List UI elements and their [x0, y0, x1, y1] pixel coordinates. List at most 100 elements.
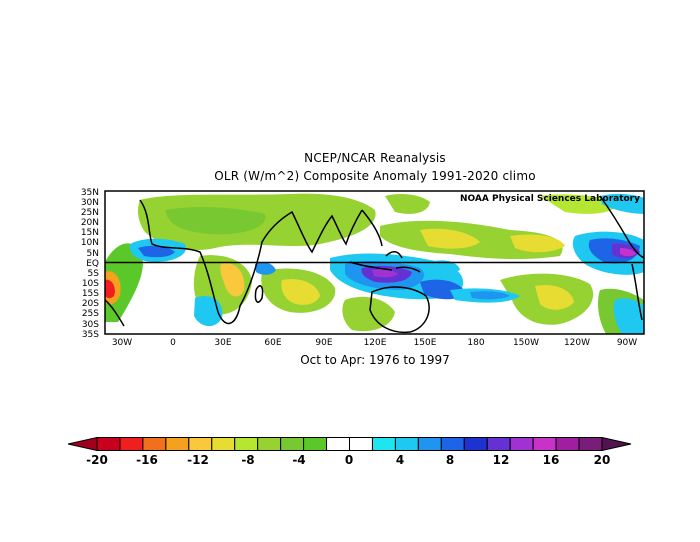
- colorbar-box: [142, 437, 167, 451]
- shade-region: [600, 193, 644, 214]
- colorbar-box: [463, 437, 488, 451]
- colorbar-box: [188, 437, 213, 451]
- colorbar-label: -20: [86, 453, 108, 467]
- credit-label: NOAA Physical Sciences Laboratory: [460, 194, 640, 204]
- lat-tick-label: 35S: [82, 330, 99, 340]
- colorbar-box: [234, 437, 259, 451]
- colorbar-label: 20: [594, 453, 611, 467]
- colorbar-label: 4: [396, 453, 404, 467]
- colorbar-box: [280, 437, 305, 451]
- colorbar-box: [509, 437, 534, 451]
- lat-tick-label: 10S: [82, 279, 99, 289]
- lon-tick-label: 120W: [564, 338, 590, 348]
- colorbar-label: -12: [187, 453, 209, 467]
- coastlines: [105, 195, 644, 334]
- lon-axis: 30W 0 30E 60E 90E 120E 150E 180 150W 120…: [112, 338, 637, 348]
- colorbar: -20 -16 -12 -8 -4 0 4 8 12 16 20: [67, 436, 632, 467]
- colorbar-box: [211, 437, 236, 451]
- shade-region: [535, 284, 574, 310]
- lon-tick-label: 60E: [264, 338, 281, 348]
- shade-region: [613, 298, 644, 334]
- lon-tick-label: 120E: [364, 338, 387, 348]
- shade-region: [281, 278, 320, 305]
- lat-tick-label: 30S: [82, 320, 99, 330]
- title-line-2: OLR (W/m^2) Composite Anomaly 1991-2020 …: [214, 169, 536, 183]
- coastline-eurasia-africa: [139, 199, 363, 325]
- coastline-south-america-east: [105, 299, 125, 327]
- colorbar-box: [165, 437, 190, 451]
- colorbar-label: -4: [292, 453, 305, 467]
- title-line-1: NCEP/NCAR Reanalysis: [304, 151, 446, 165]
- shade-region: [105, 279, 115, 299]
- lon-tick-label: 180: [467, 338, 484, 348]
- lat-tick-label: 10N: [81, 238, 99, 248]
- colorbar-box: [417, 437, 442, 451]
- anomaly-shading: [105, 193, 644, 334]
- coastline-australia: [369, 286, 430, 334]
- lat-tick-label: 20S: [82, 299, 99, 309]
- colorbar-boxes: [96, 437, 603, 451]
- shade-region: [138, 245, 175, 258]
- colorbar-box: [555, 437, 580, 451]
- shade-region: [540, 194, 620, 214]
- colorbar-box: [303, 437, 328, 451]
- colorbar-box: [394, 437, 419, 451]
- lon-tick-label: 30W: [112, 338, 132, 348]
- lat-tick-label: 25N: [81, 208, 99, 218]
- subtitle: Oct to Apr: 1976 to 1997: [300, 353, 450, 367]
- colorbar-label: 8: [446, 453, 454, 467]
- colorbar-label: 16: [543, 453, 560, 467]
- lat-axis: 35N 30N 25N 20N 15N 10N 5N EQ 5S 10S 15S…: [81, 188, 99, 340]
- colorbar-label: 0: [345, 453, 353, 467]
- lat-tick-label: 15N: [81, 228, 99, 238]
- coastline-madagascar: [254, 285, 264, 303]
- shade-region: [220, 262, 245, 297]
- shade-region: [342, 296, 395, 332]
- lat-tick-label: 35N: [81, 188, 99, 198]
- colorbar-right-arrow: [601, 436, 632, 452]
- lon-tick-label: 0: [170, 338, 176, 348]
- colorbar-label: -16: [136, 453, 158, 467]
- shade-region: [420, 228, 480, 249]
- colorbar-box: [371, 437, 396, 451]
- colorbar-box: [96, 437, 121, 451]
- lat-tick-label: 5N: [87, 249, 99, 259]
- colorbar-box: [486, 437, 511, 451]
- colorbar-box: [119, 437, 144, 451]
- map-frame: [104, 190, 645, 335]
- colorbar-left-arrow: [67, 436, 98, 452]
- lat-tick-label: EQ: [86, 259, 99, 269]
- colorbar-box: [326, 437, 350, 451]
- colorbar-box: [257, 437, 282, 451]
- lat-tick-label: 15S: [82, 289, 99, 299]
- shade-region: [165, 207, 266, 235]
- shade-region: [510, 234, 565, 253]
- colorbar-label: -8: [241, 453, 254, 467]
- lat-tick-label: 20N: [81, 218, 99, 228]
- colorbar-labels: -20 -16 -12 -8 -4 0 4 8 12 16 20: [86, 453, 610, 467]
- coastline-se-asia: [361, 209, 383, 247]
- lon-tick-label: 90W: [617, 338, 637, 348]
- lon-tick-label: 150E: [414, 338, 437, 348]
- colorbar-box: [578, 437, 603, 451]
- colorbar-box: [440, 437, 465, 451]
- lat-tick-label: 25S: [82, 309, 99, 319]
- coastline-south-america-west: [631, 263, 643, 321]
- map-panel: NOAA Physical Sciences Laboratory: [104, 190, 645, 335]
- shade-region: [470, 291, 510, 300]
- colorbar-box: [532, 437, 557, 451]
- shade-region: [385, 194, 430, 214]
- lon-tick-label: 90E: [315, 338, 332, 348]
- lat-tick-label: 5S: [88, 269, 100, 279]
- shade-region: [255, 262, 276, 275]
- coastline-central-america: [599, 195, 644, 259]
- shade-region: [430, 260, 460, 273]
- lon-tick-label: 150W: [513, 338, 539, 348]
- shade-region: [620, 248, 636, 257]
- colorbar-box: [349, 437, 373, 451]
- lon-tick-label: 30E: [214, 338, 231, 348]
- shade-region: [372, 269, 398, 278]
- colorbar-label: 12: [493, 453, 510, 467]
- lat-tick-label: 30N: [81, 198, 99, 208]
